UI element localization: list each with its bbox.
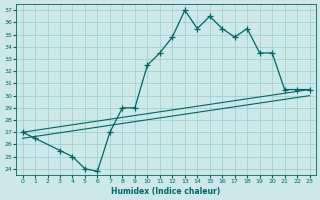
X-axis label: Humidex (Indice chaleur): Humidex (Indice chaleur) — [111, 187, 221, 196]
